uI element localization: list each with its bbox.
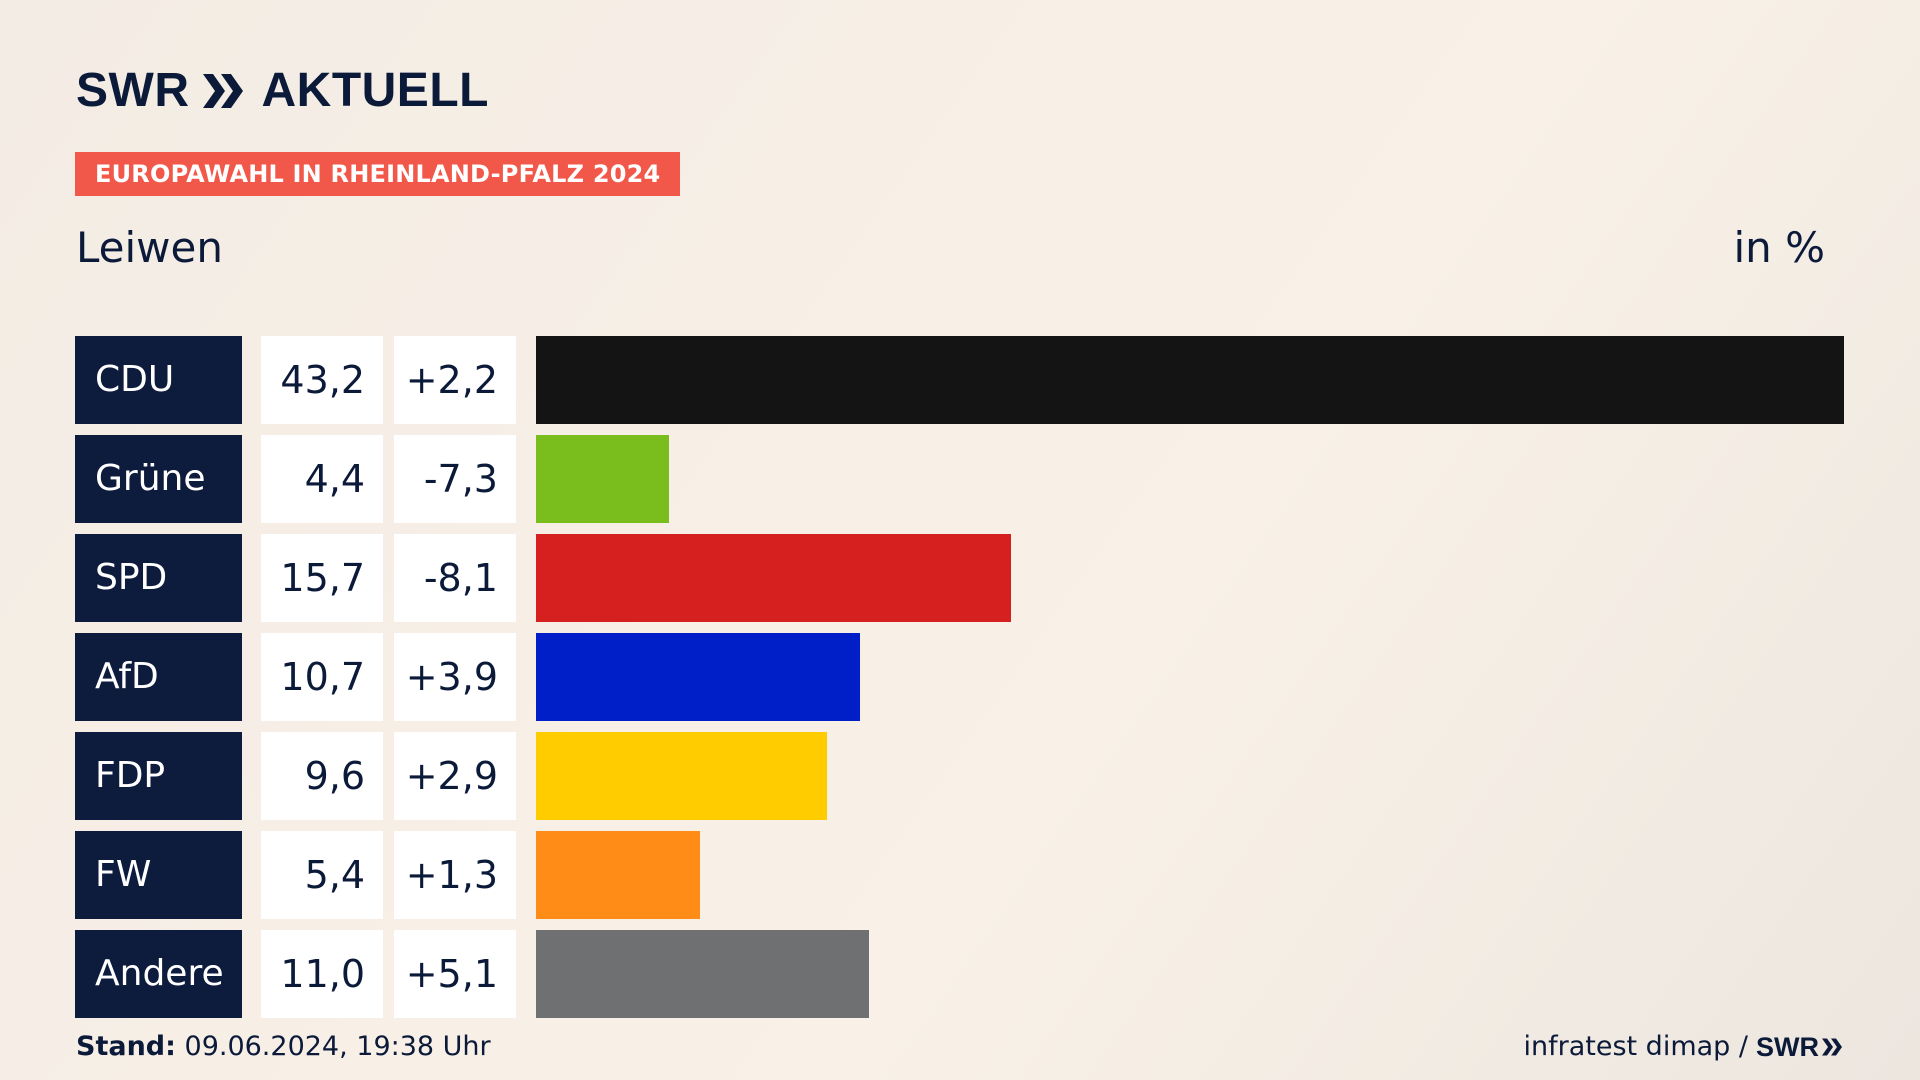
stand-value: 09.06.2024, 19:38 Uhr xyxy=(184,1031,491,1062)
timestamp: Stand: 09.06.2024, 19:38 Uhr xyxy=(76,1030,491,1064)
source-text: infratest dimap / xyxy=(1523,1031,1748,1062)
vote-share-value: 4,4 xyxy=(261,435,383,523)
swr-mini-logo: SWR xyxy=(1756,1030,1844,1064)
result-bar xyxy=(536,633,860,721)
vote-share-value: 5,4 xyxy=(261,831,383,919)
change-value: +1,3 xyxy=(394,831,516,919)
party-label: Grüne xyxy=(75,435,242,523)
vote-share-value: 11,0 xyxy=(261,930,383,1018)
result-bar xyxy=(536,732,827,820)
result-row: CDU 43,2 +2,2 xyxy=(75,336,1844,424)
place-title: Leiwen xyxy=(76,223,223,272)
result-row: FW 5,4 +1,3 xyxy=(75,831,1844,919)
party-label: CDU xyxy=(75,336,242,424)
change-value: +5,1 xyxy=(394,930,516,1018)
double-chevron-icon xyxy=(203,74,244,108)
result-row: AfD 10,7 +3,9 xyxy=(75,633,1844,721)
stand-label: Stand: xyxy=(76,1031,176,1062)
mini-logo-text: SWR xyxy=(1756,1032,1819,1062)
result-row: SPD 15,7 -8,1 xyxy=(75,534,1844,622)
change-value: -7,3 xyxy=(394,435,516,523)
change-value: +2,2 xyxy=(394,336,516,424)
logo-swr-text: SWR xyxy=(76,64,190,117)
vote-share-value: 43,2 xyxy=(261,336,383,424)
result-bar xyxy=(536,534,1011,622)
party-label: SPD xyxy=(75,534,242,622)
change-value: +3,9 xyxy=(394,633,516,721)
result-bar xyxy=(536,435,669,523)
result-bar xyxy=(536,930,869,1018)
change-value: +2,9 xyxy=(394,732,516,820)
vote-share-value: 9,6 xyxy=(261,732,383,820)
result-row: FDP 9,6 +2,9 xyxy=(75,732,1844,820)
swr-aktuell-logo: SWR AKTUELL xyxy=(76,66,489,116)
vote-share-value: 10,7 xyxy=(261,633,383,721)
result-bar xyxy=(536,336,1844,424)
election-banner: EUROPAWAHL IN RHEINLAND-PFALZ 2024 xyxy=(75,152,681,196)
result-bar xyxy=(536,831,700,919)
logo-aktuell-text: AKTUELL xyxy=(261,64,489,117)
result-row: Grüne 4,4 -7,3 xyxy=(75,435,1844,523)
change-value: -8,1 xyxy=(394,534,516,622)
party-label: FW xyxy=(75,831,242,919)
unit-label: in % xyxy=(1733,223,1825,272)
party-label: FDP xyxy=(75,732,242,820)
result-row: Andere 11,0 +5,1 xyxy=(75,930,1844,1018)
party-label: AfD xyxy=(75,633,242,721)
double-chevron-icon xyxy=(1822,1038,1842,1056)
source-credit: infratest dimap / SWR xyxy=(1523,1030,1844,1064)
vote-share-value: 15,7 xyxy=(261,534,383,622)
party-label: Andere xyxy=(75,930,242,1018)
